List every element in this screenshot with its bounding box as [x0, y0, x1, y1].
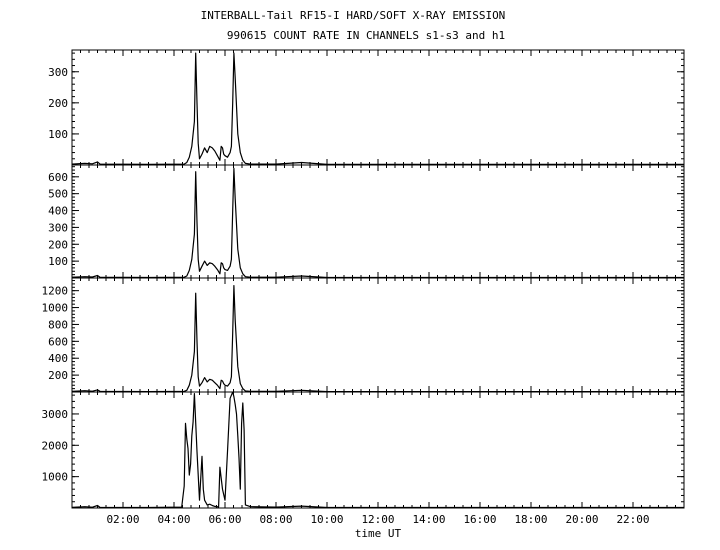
panel-1-series-line	[71, 52, 684, 165]
y-tick-label: 800	[48, 318, 68, 331]
x-tick-label: 16:00	[463, 513, 496, 526]
panel-2-series-line	[71, 167, 684, 279]
x-tick-label: 10:00	[310, 513, 343, 526]
panel-4-frame	[71, 391, 685, 509]
panel-1-frame	[71, 49, 685, 166]
x-tick-label: 22:00	[616, 513, 649, 526]
x-tick-label: 20:00	[565, 513, 598, 526]
x-tick-label: 02:00	[106, 513, 139, 526]
y-tick-label: 600	[48, 171, 68, 184]
y-tick-label: 200	[48, 97, 68, 110]
panel-3-frame	[71, 277, 685, 393]
y-tick-label: 300	[48, 221, 68, 234]
y-tick-label: 400	[48, 205, 68, 218]
panel-3-series-line	[71, 285, 684, 393]
chart-subtitle: 990615 COUNT RATE IN CHANNELS s1-s3 and …	[227, 29, 505, 42]
chart-title: INTERBALL-Tail RF15-I HARD/SOFT X-RAY EM…	[201, 9, 506, 22]
y-tick-label: 200	[48, 238, 68, 251]
y-tick-label: 1000	[42, 471, 69, 484]
y-tick-label: 500	[48, 188, 68, 201]
y-tick-label: 100	[48, 255, 68, 268]
y-tick-label: 300	[48, 66, 68, 79]
y-tick-label: 3000	[42, 408, 69, 421]
y-tick-label: 200	[48, 369, 68, 382]
x-tick-label: 14:00	[412, 513, 445, 526]
x-tick-label: 12:00	[361, 513, 394, 526]
y-tick-label: 400	[48, 352, 68, 365]
y-tick-label: 1200	[42, 285, 69, 298]
x-axis-label: time UT	[355, 527, 402, 540]
x-tick-label: 04:00	[157, 513, 190, 526]
panels: 100 200 300 100 200 300 400 500 600 200 400 600 800 1…	[42, 49, 685, 526]
y-tick-label: 2000	[42, 439, 69, 452]
panel-4-series-line	[71, 391, 684, 509]
y-tick-label: 100	[48, 128, 68, 141]
x-tick-label: 08:00	[259, 513, 292, 526]
y-tick-label: 1000	[42, 302, 69, 315]
y-tick-label: 600	[48, 335, 68, 348]
panel-2-frame	[71, 164, 685, 279]
x-tick-label: 06:00	[208, 513, 241, 526]
x-tick-label: 18:00	[514, 513, 547, 526]
